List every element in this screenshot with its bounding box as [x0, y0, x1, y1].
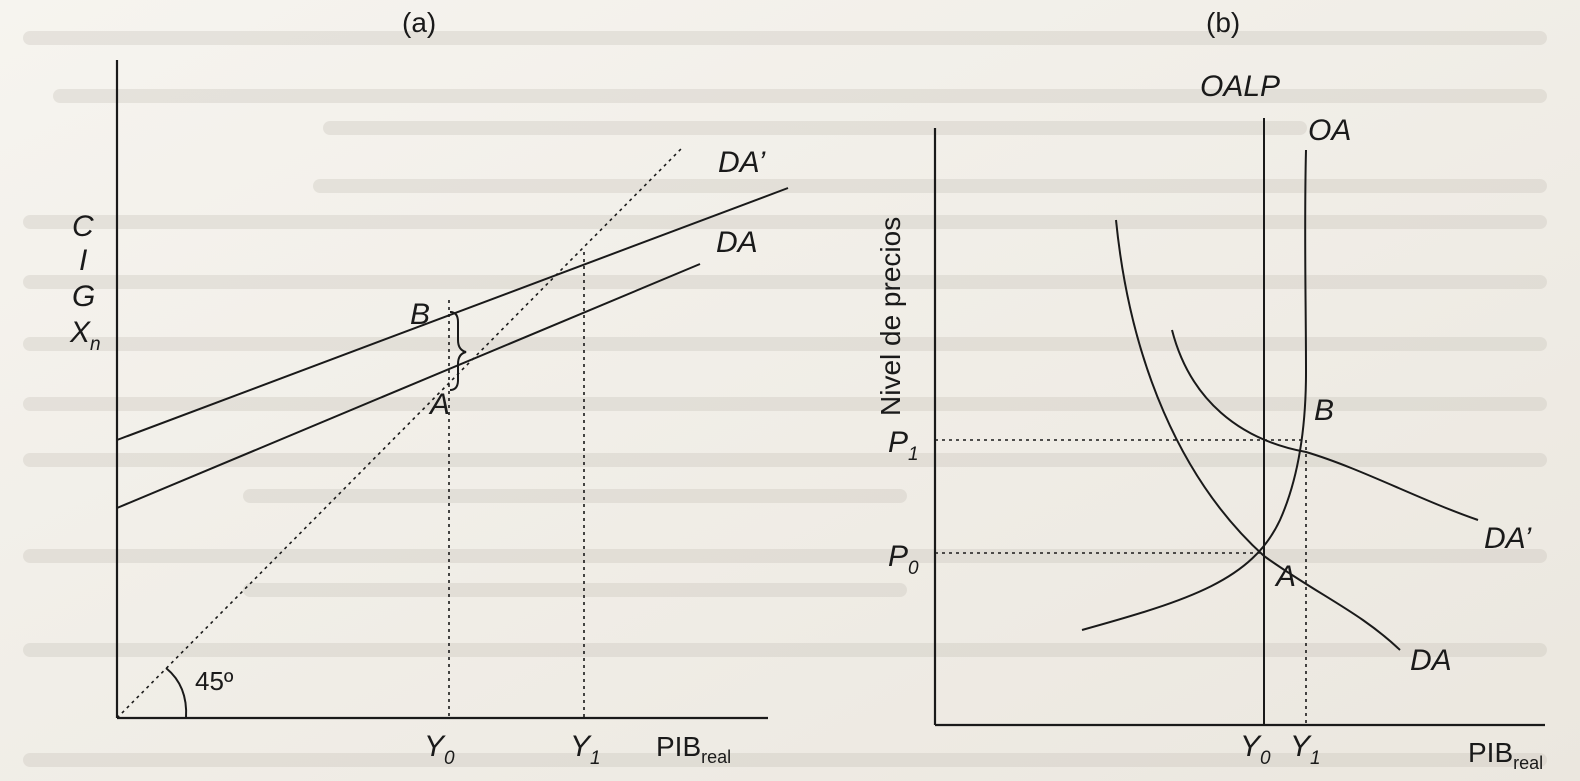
- background-bleed-through: [23, 31, 1547, 767]
- panel-a: (a) 45º C I G Xn DA’ DA B A Y0 Y1 PIBrea…: [69, 7, 789, 769]
- panel-a-angle-arc: [165, 667, 188, 719]
- panel-a-brace: [449, 311, 467, 391]
- panel-b-tick-y1: Y1: [1290, 730, 1321, 769]
- panel-a-ylabel-c: C: [72, 210, 94, 243]
- panel-b-da-prime-curve: [1171, 329, 1479, 521]
- panel-b-point-b: B: [1314, 394, 1334, 427]
- panel-a-tick-y0: Y0: [424, 730, 455, 769]
- panel-b-label: (b): [1206, 7, 1240, 38]
- panel-b-tick-p0: P0: [888, 540, 919, 579]
- panel-b-da-prime-label: DA’: [1484, 522, 1533, 555]
- panel-a-tick-y1: Y1: [570, 730, 601, 769]
- panel-b-da-curve: [1115, 219, 1401, 651]
- panel-a-angle-label: 45º: [195, 666, 234, 696]
- panel-a-label: (a): [402, 7, 436, 38]
- panel-a-ylabel-g: G: [72, 280, 95, 313]
- panel-a-point-a: A: [428, 388, 450, 421]
- panel-a-xlabel: PIBreal: [656, 731, 731, 767]
- panel-b-xlabel: PIBreal: [1468, 737, 1543, 773]
- panel-b-oa-label: OA: [1308, 114, 1351, 147]
- panel-a-da-label: DA: [716, 226, 758, 259]
- panel-b-point-a: A: [1274, 560, 1296, 593]
- panel-b: (b) Nivel de precios OALP OA DA DA’ P1 P…: [875, 7, 1545, 773]
- panel-a-ylabel-x: Xn: [69, 316, 101, 355]
- panel-a-ylabel-i: I: [79, 244, 87, 277]
- panel-b-oalp-label: OALP: [1200, 70, 1280, 103]
- panel-a-da-line: [116, 263, 701, 509]
- panel-a-45-line: [116, 147, 683, 719]
- panel-b-ylabel: Nivel de precios: [875, 217, 906, 416]
- panel-a-da-prime-label: DA’: [718, 146, 767, 179]
- panel-b-oa-curve: [1081, 149, 1308, 631]
- panel-a-point-b: B: [410, 298, 430, 331]
- panel-b-tick-y0: Y0: [1240, 730, 1271, 769]
- panel-a-da-prime-line: [116, 187, 789, 441]
- panel-b-da-label: DA: [1410, 644, 1452, 677]
- panel-b-tick-p1: P1: [888, 426, 919, 465]
